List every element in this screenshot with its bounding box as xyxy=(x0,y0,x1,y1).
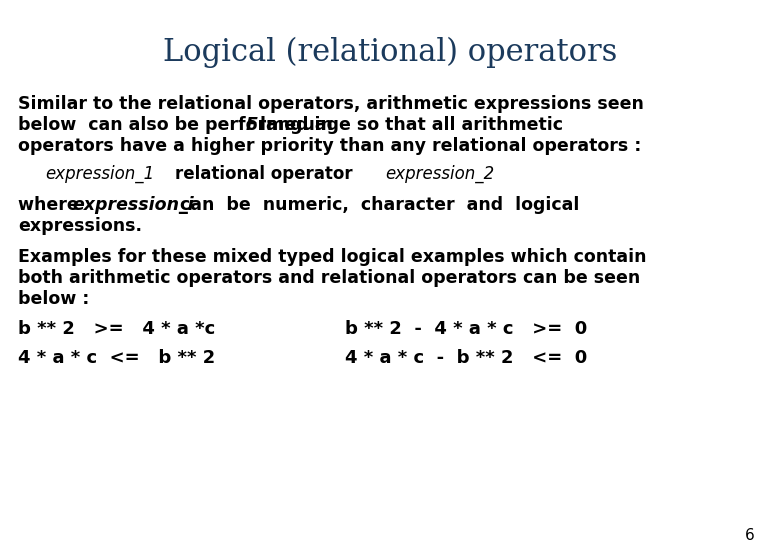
Text: expression_1: expression_1 xyxy=(45,165,154,183)
Text: language so that all arithmetic: language so that all arithmetic xyxy=(254,116,563,134)
Text: b ** 2  -  4 * a * c   >=  0: b ** 2 - 4 * a * c >= 0 xyxy=(345,320,587,338)
Text: 4 * a * c  <=   b ** 2: 4 * a * c <= b ** 2 xyxy=(18,349,215,367)
Text: Similar to the relational operators, arithmetic expressions seen: Similar to the relational operators, ari… xyxy=(18,95,644,113)
Text: relational operator: relational operator xyxy=(175,165,353,183)
Text: expressions.: expressions. xyxy=(18,217,142,235)
Text: 4 * a * c  -  b ** 2   <=  0: 4 * a * c - b ** 2 <= 0 xyxy=(345,349,587,367)
Text: can  be  numeric,  character  and  logical: can be numeric, character and logical xyxy=(168,196,580,214)
Text: Logical (relational) operators: Logical (relational) operators xyxy=(163,36,617,68)
Text: expression_2: expression_2 xyxy=(385,165,495,183)
Text: F: F xyxy=(245,116,257,134)
Text: b ** 2   >=   4 * a *c: b ** 2 >= 4 * a *c xyxy=(18,320,215,338)
Text: both arithmetic operators and relational operators can be seen: both arithmetic operators and relational… xyxy=(18,269,640,287)
Text: expression_i: expression_i xyxy=(72,196,193,214)
Text: Examples for these mixed typed logical examples which contain: Examples for these mixed typed logical e… xyxy=(18,248,647,266)
Text: below  can also be performed in: below can also be performed in xyxy=(18,116,339,134)
Text: where: where xyxy=(18,196,90,214)
Text: 6: 6 xyxy=(745,528,755,540)
Text: below :: below : xyxy=(18,290,90,308)
Text: operators have a higher priority than any relational operators :: operators have a higher priority than an… xyxy=(18,137,641,155)
